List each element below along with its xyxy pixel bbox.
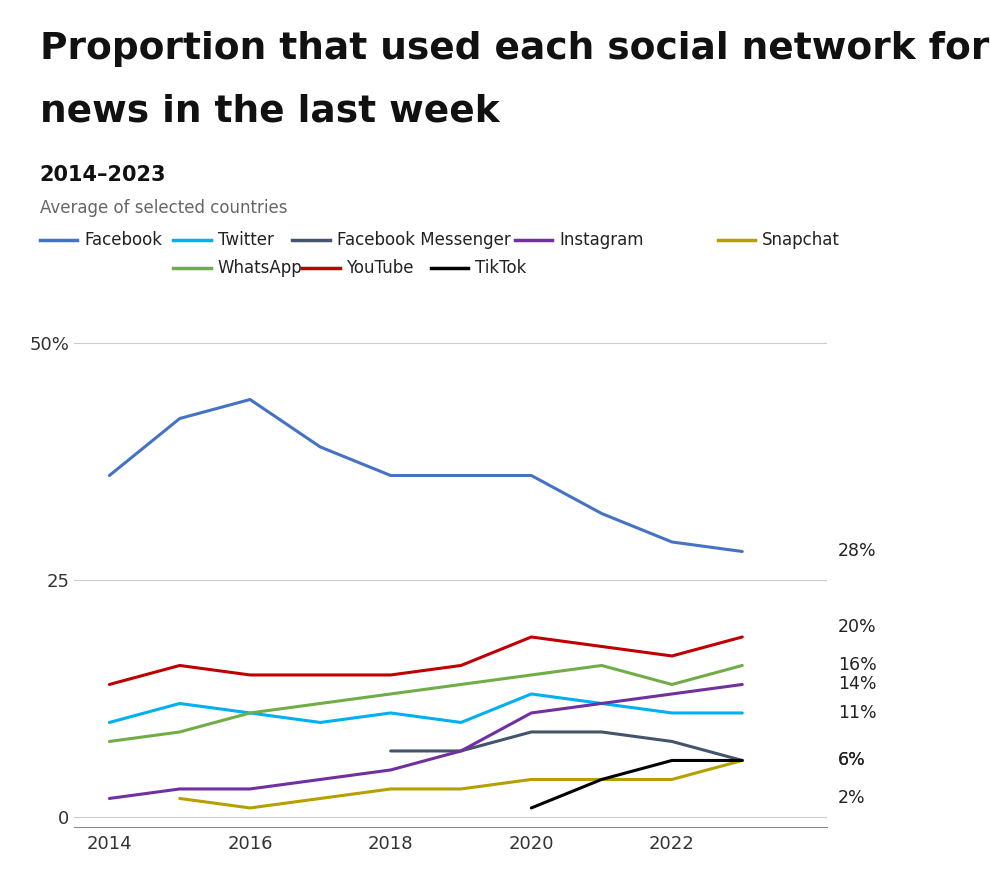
- Text: 20%: 20%: [838, 619, 876, 637]
- Text: 2014–2023: 2014–2023: [40, 165, 166, 185]
- Text: Facebook: Facebook: [84, 231, 162, 249]
- Text: news in the last week: news in the last week: [40, 94, 499, 130]
- Text: 11%: 11%: [838, 704, 876, 722]
- Text: Snapchat: Snapchat: [762, 231, 841, 249]
- Text: Average of selected countries: Average of selected countries: [40, 199, 287, 217]
- Text: TikTok: TikTok: [475, 259, 527, 277]
- Text: YouTube: YouTube: [346, 259, 414, 277]
- Text: Instagram: Instagram: [559, 231, 644, 249]
- Text: 16%: 16%: [838, 656, 876, 674]
- Text: 28%: 28%: [838, 543, 876, 561]
- Text: 6%: 6%: [838, 752, 865, 770]
- Text: Facebook Messenger: Facebook Messenger: [337, 231, 511, 249]
- Text: Twitter: Twitter: [218, 231, 273, 249]
- Text: 6%: 6%: [838, 752, 865, 770]
- Text: WhatsApp: WhatsApp: [218, 259, 303, 277]
- Text: 14%: 14%: [838, 676, 876, 694]
- Text: 2%: 2%: [838, 789, 865, 807]
- Text: Proportion that used each social network for: Proportion that used each social network…: [40, 31, 989, 67]
